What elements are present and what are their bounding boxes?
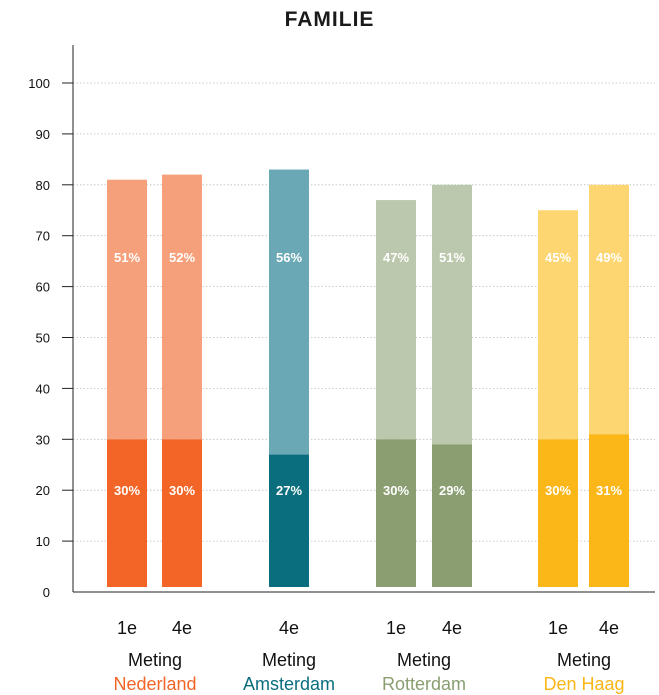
bar-segment-upper <box>376 200 416 440</box>
y-tick-label: 30 <box>36 432 50 447</box>
bar-label-upper: 51% <box>439 250 465 265</box>
bar-segment-upper <box>432 184 472 445</box>
meting-label: Meting <box>128 650 182 670</box>
bar-label-lower: 27% <box>276 483 302 498</box>
bar-segment-upper <box>538 210 578 440</box>
bar-segment-upper <box>589 184 629 435</box>
bar-segment-lower <box>162 439 202 587</box>
y-tick-label: 90 <box>36 127 50 142</box>
meting-label: Meting <box>557 650 611 670</box>
y-tick-label: 100 <box>28 76 50 91</box>
x-category-label: 4e <box>279 618 299 638</box>
bar-label-upper: 49% <box>596 250 622 265</box>
chart-title: FAMILIE <box>284 8 375 31</box>
x-category-label: 1e <box>117 618 137 638</box>
bar-segment-upper <box>107 179 147 440</box>
bar-label-lower: 30% <box>114 483 140 498</box>
bar-segment-upper <box>269 169 309 455</box>
bar-label-upper: 51% <box>114 250 140 265</box>
y-tick-label: 70 <box>36 229 50 244</box>
group-label: Rotterdam <box>382 674 466 694</box>
group-label: Amsterdam <box>243 674 335 694</box>
bar-label-upper: 56% <box>276 250 302 265</box>
bar-label-upper: 47% <box>383 250 409 265</box>
bar-label-lower: 29% <box>439 483 465 498</box>
bar-label-lower: 30% <box>169 483 195 498</box>
x-category-label: 4e <box>172 618 192 638</box>
bar-label-lower: 31% <box>596 483 622 498</box>
y-tick-label: 10 <box>36 534 50 549</box>
y-tick-label: 40 <box>36 381 50 396</box>
bar-segment-upper <box>162 174 202 440</box>
group-label: Den Haag <box>543 674 624 694</box>
bar-label-lower: 30% <box>545 483 571 498</box>
bar-segment-lower <box>538 439 578 587</box>
x-category-label: 1e <box>548 618 568 638</box>
y-tick-label: 0 <box>43 585 50 600</box>
bar-segment-lower <box>589 434 629 587</box>
y-tick-label: 20 <box>36 483 50 498</box>
group-label: Nederland <box>113 674 196 694</box>
bar-segment-lower <box>376 439 416 587</box>
bar-label-lower: 30% <box>383 483 409 498</box>
meting-label: Meting <box>397 650 451 670</box>
x-category-label: 4e <box>599 618 619 638</box>
meting-label: Meting <box>262 650 316 670</box>
y-tick-label: 50 <box>36 331 50 346</box>
x-category-label: 4e <box>442 618 462 638</box>
bar-segment-lower <box>107 439 147 587</box>
bar-segment-lower <box>432 444 472 587</box>
bar-label-upper: 52% <box>169 250 195 265</box>
x-category-label: 1e <box>386 618 406 638</box>
bar-label-upper: 45% <box>545 250 571 265</box>
y-tick-label: 80 <box>36 178 50 193</box>
y-tick-label: 60 <box>36 280 50 295</box>
bar-segment-lower <box>269 454 309 587</box>
